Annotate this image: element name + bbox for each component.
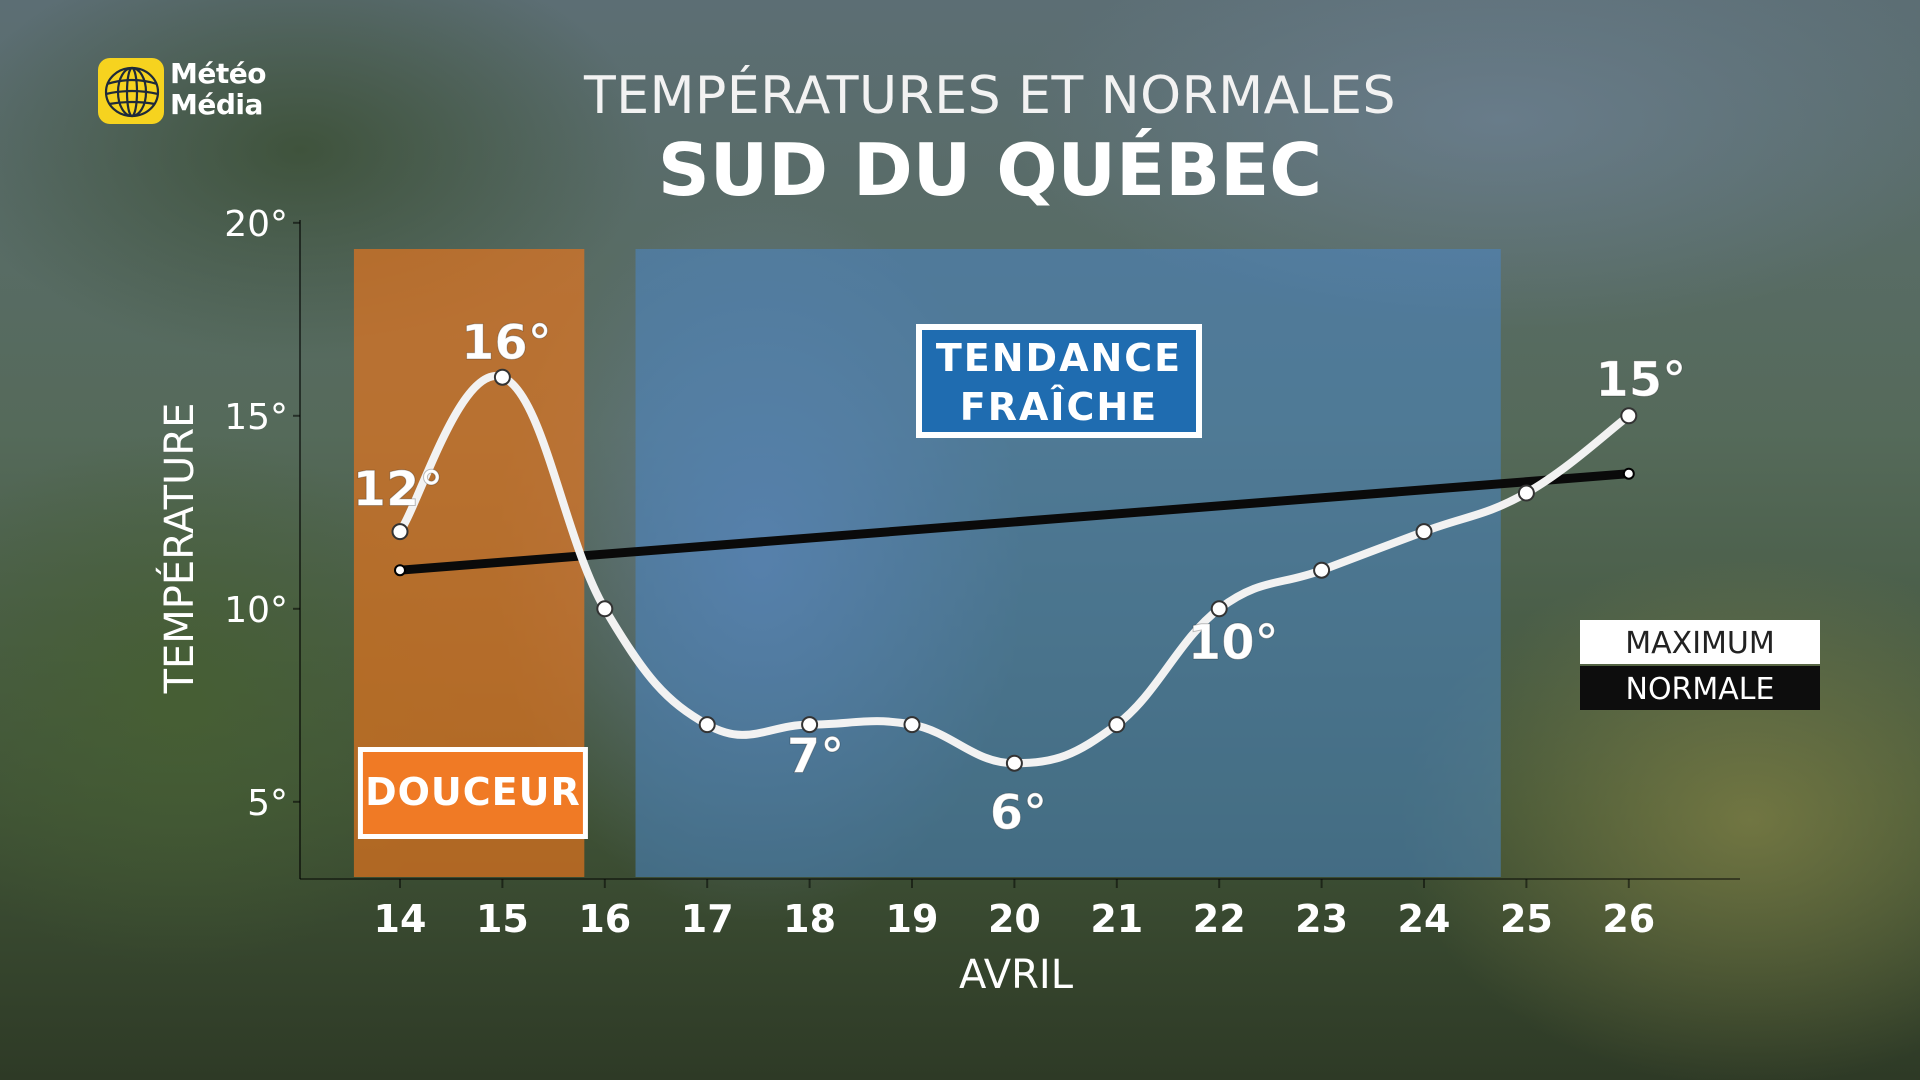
- x-tick-label: 18: [783, 897, 836, 941]
- points-layer: [391, 368, 1638, 772]
- maximum-point: [801, 716, 819, 734]
- meteomedia-logo: Météo Média: [98, 56, 298, 126]
- x-tick-label: 23: [1295, 897, 1348, 941]
- maximum-point: [1108, 716, 1126, 734]
- maximum-point: [391, 523, 409, 541]
- x-tick-label: 15: [476, 897, 529, 941]
- point-label: 6°: [990, 785, 1047, 841]
- y-axis-label: TEMPÉRATURE: [155, 403, 203, 695]
- normale-point: [1622, 467, 1635, 480]
- normale-series-line: [395, 469, 1634, 575]
- douceur-label: DOUCEUR: [365, 770, 581, 814]
- maximum-point: [1313, 561, 1331, 579]
- maximum-point: [698, 716, 716, 734]
- tendance-label-line2: FRAÎCHE: [960, 385, 1158, 429]
- point-label: 15°: [1595, 352, 1686, 408]
- x-tick-label: 16: [578, 897, 631, 941]
- legend: MAXIMUM NORMALE: [1580, 620, 1820, 710]
- globe-icon: [98, 58, 164, 124]
- x-tick-label: 26: [1602, 897, 1655, 941]
- maximum-point: [1517, 484, 1535, 502]
- x-tick-label: 24: [1398, 897, 1451, 941]
- x-tick-label: 17: [681, 897, 734, 941]
- legend-normale-label: NORMALE: [1626, 672, 1775, 707]
- maximum-point: [493, 368, 511, 386]
- point-label: 10°: [1188, 615, 1279, 671]
- legend-normale-box: [1580, 666, 1820, 710]
- maximum-point: [903, 716, 921, 734]
- bands-layer: DOUCEUR TENDANCE FRAÎCHE: [353, 249, 1501, 877]
- x-tick-label: 20: [988, 897, 1041, 941]
- logo-text-line1: Météo: [170, 57, 266, 90]
- x-tick-label: 21: [1090, 897, 1143, 941]
- y-tick-label: 20°: [224, 204, 288, 245]
- normale-point: [394, 564, 406, 577]
- y-tick-label: 15°: [224, 397, 288, 438]
- x-tick-label: 14: [374, 897, 427, 941]
- point-label: 7°: [787, 729, 844, 785]
- y-tick-label: 5°: [247, 783, 288, 824]
- logo-text-line2: Média: [170, 88, 263, 121]
- douceur-label-box: [362, 752, 583, 834]
- legend-maximum-label: MAXIMUM: [1625, 626, 1775, 661]
- x-tick-label: 19: [886, 897, 939, 941]
- x-tick-label: 22: [1193, 897, 1246, 941]
- maximum-point: [596, 600, 614, 618]
- maximum-point: [1005, 754, 1023, 772]
- labels-layer: 12° 16° 7° 6° 10° 15°: [352, 315, 1687, 842]
- x-axis-label: AVRIL: [959, 952, 1074, 998]
- tendance-label-box: [922, 330, 1196, 432]
- legend-maximum-box: [1580, 620, 1820, 664]
- maximum-point: [1210, 600, 1228, 618]
- point-label: 16°: [461, 315, 552, 371]
- chart-subtitle: SUD DU QUÉBEC: [657, 128, 1323, 212]
- maximum-point: [1620, 407, 1638, 425]
- maximum-point: [1415, 523, 1433, 541]
- tendance-label-line1: TENDANCE: [936, 336, 1182, 380]
- x-tick-label: 25: [1500, 897, 1553, 941]
- point-label: 12°: [353, 462, 444, 518]
- axes-layer: 5° 10° 15° 20° 14 15 16 17 18 19 20 21 22 23 24 25 26 AVR…: [155, 204, 1740, 998]
- y-tick-label: 10°: [224, 590, 288, 631]
- chart-title: TEMPÉRATURES ET NORMALES: [584, 66, 1396, 126]
